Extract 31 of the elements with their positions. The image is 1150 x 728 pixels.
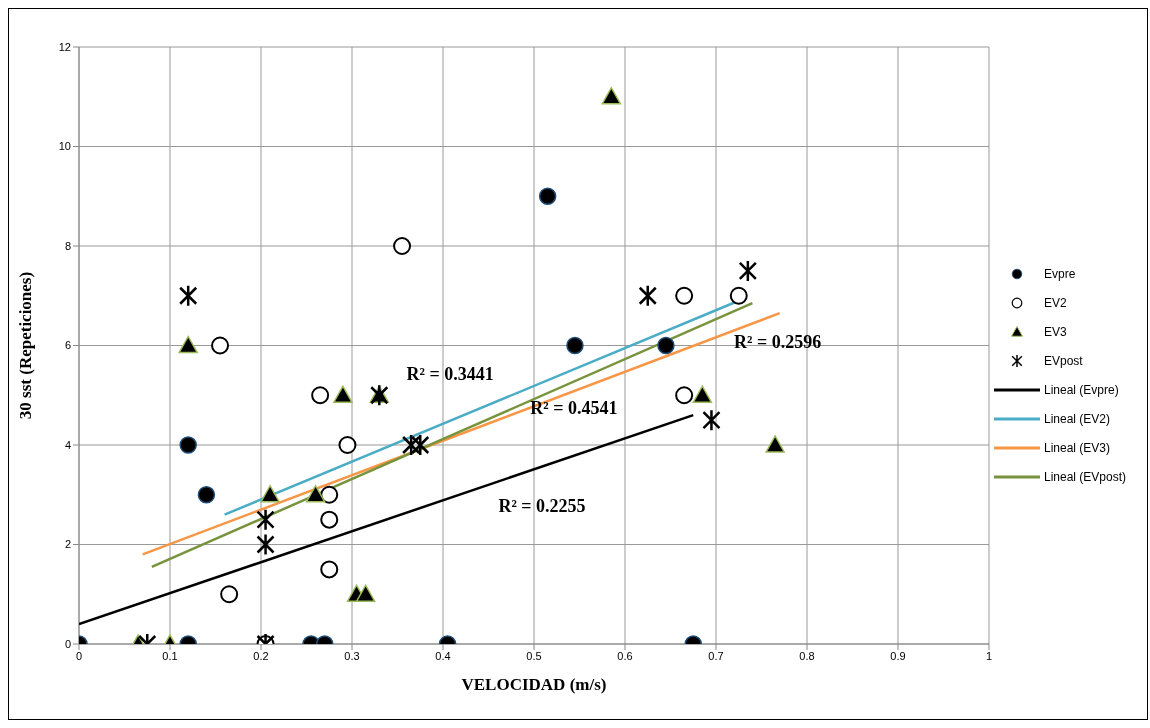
legend-label: EV3 [1044,324,1067,339]
x-tick-label: 0.6 [617,649,633,662]
x-tick-label: 0.5 [526,649,542,662]
legend-label: Evpre [1044,266,1076,281]
annotation: R² = 0.3441 [406,363,494,384]
x-axis-title: VELOCIDAD (m/s) [461,675,607,694]
legend-label: EV2 [1044,295,1067,310]
x-tick-label: 1 [985,649,993,662]
y-tick-label: 6 [64,339,71,352]
y-tick-label: 8 [64,239,71,252]
legend-label: Lineal (Evpre) [1044,382,1119,397]
annotation: R² = 0.2255 [498,495,586,516]
legend-label: Lineal (EV3) [1044,440,1111,455]
x-tick-label: 0.9 [890,649,906,662]
x-tick-label: 0.1 [162,649,178,662]
x-tick-label: 0.3 [344,649,360,662]
y-axis-title: 30 sst (Repeticiones) [16,271,36,420]
x-tick-label: 0.2 [253,649,269,662]
x-tick-label: 0.7 [708,649,724,662]
y-tick-label: 4 [64,438,71,451]
legend-label: EVpost [1044,353,1083,368]
y-tick-label: 10 [58,140,71,153]
y-tick-label: 12 [58,40,71,53]
legend-label: Lineal (EV2) [1044,411,1111,426]
annotation: R² = 0.2596 [734,331,822,352]
legend-label: Lineal (EVpost) [1044,469,1127,484]
x-tick-label: 0 [75,649,83,662]
y-tick-label: 2 [64,538,71,551]
x-tick-label: 0.4 [435,649,451,662]
y-tick-label: 0 [64,637,71,650]
x-tick-label: 0.8 [799,649,815,662]
